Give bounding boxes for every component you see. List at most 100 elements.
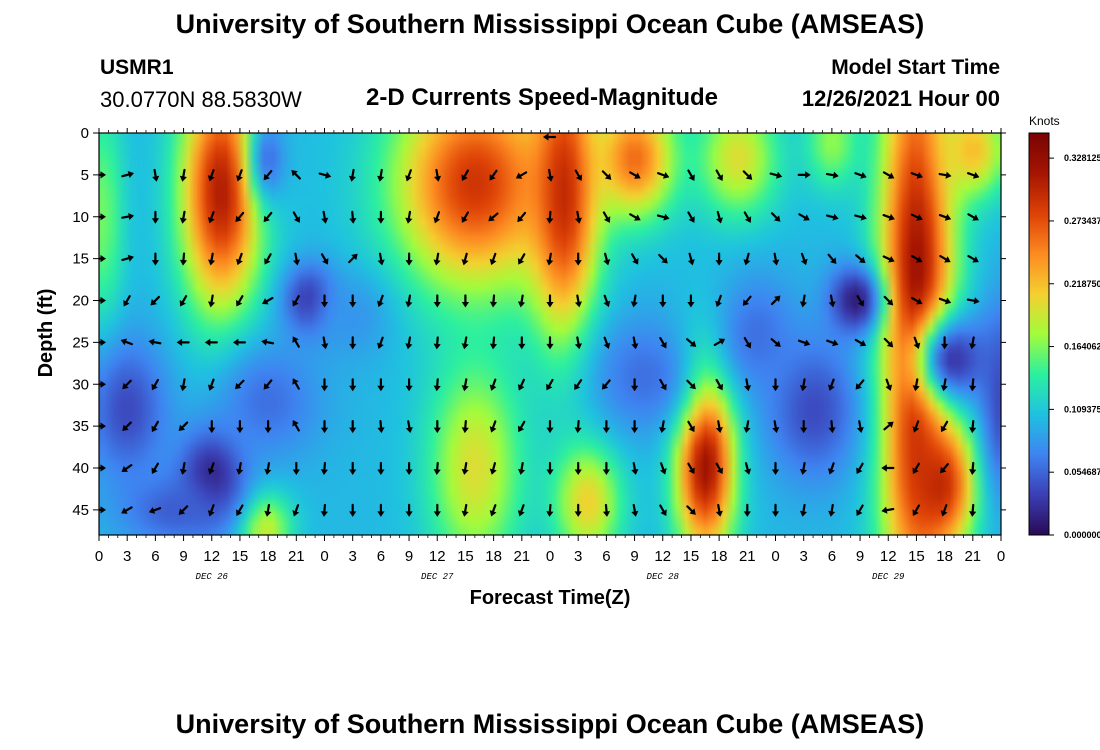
- current-arrow-head: [546, 469, 554, 475]
- colorbar-tick-label: 0.054687: [1064, 467, 1100, 477]
- current-arrow-head: [744, 216, 752, 223]
- current-arrow: [207, 252, 216, 266]
- current-arrow: [489, 294, 498, 308]
- current-arrow: [797, 339, 811, 347]
- x-tick-label: 15: [457, 548, 474, 565]
- current-arrow: [121, 212, 135, 221]
- current-arrow-head: [658, 426, 667, 433]
- current-arrow-head: [603, 342, 611, 349]
- current-arrow: [856, 504, 864, 516]
- current-arrow: [658, 253, 668, 264]
- current-arrow: [179, 461, 187, 475]
- current-arrow: [770, 212, 781, 222]
- current-arrow-head: [127, 254, 134, 262]
- current-arrow: [882, 255, 895, 263]
- current-arrow: [687, 294, 695, 308]
- current-arrow: [405, 503, 413, 517]
- current-arrow-head: [860, 172, 867, 179]
- current-arrow-head: [634, 172, 641, 179]
- current-arrow: [120, 338, 133, 346]
- current-arrow: [517, 461, 526, 475]
- current-arrow: [236, 504, 244, 516]
- current-arrow-head: [944, 297, 952, 305]
- current-arrow: [744, 462, 752, 475]
- current-arrow-head: [886, 299, 894, 306]
- current-arrow: [320, 461, 328, 475]
- current-arrow: [122, 421, 132, 432]
- colorbar-tick-label: 0.273437: [1064, 216, 1100, 226]
- current-arrow: [148, 338, 162, 346]
- current-arrow: [546, 336, 554, 350]
- current-arrow: [772, 252, 780, 266]
- current-arrow: [630, 253, 639, 265]
- current-arrow-head: [263, 383, 270, 390]
- current-arrow-head: [349, 302, 357, 308]
- current-arrow-head: [433, 343, 441, 350]
- current-arrow: [320, 294, 329, 308]
- current-arrow-head: [969, 385, 977, 392]
- current-arrow-head: [100, 171, 106, 179]
- current-arrow-head: [264, 258, 271, 265]
- x-tick-label: 0: [997, 548, 1005, 565]
- current-arrow: [743, 336, 752, 349]
- current-arrow: [772, 420, 780, 433]
- current-arrow-head: [744, 385, 752, 392]
- current-arrow-head: [262, 298, 269, 305]
- current-arrow: [770, 338, 781, 347]
- date-label: DEC 27: [421, 572, 454, 582]
- current-arrow: [940, 378, 948, 392]
- current-arrow-head: [179, 468, 187, 475]
- current-arrow-head: [236, 509, 243, 516]
- current-arrow: [631, 336, 639, 350]
- current-arrow-head: [774, 215, 781, 222]
- current-arrow: [99, 506, 106, 514]
- current-arrow: [659, 336, 667, 349]
- current-arrow: [657, 172, 670, 179]
- current-arrow-head: [602, 469, 611, 475]
- current-arrow: [433, 336, 441, 350]
- current-arrow: [207, 294, 216, 308]
- current-arrow: [292, 461, 300, 475]
- x-tick-label: 21: [288, 548, 305, 565]
- current-arrow: [264, 503, 272, 517]
- current-arrow: [770, 295, 781, 306]
- current-arrow-head: [574, 301, 583, 308]
- current-arrow: [236, 461, 244, 475]
- x-tick-label: 15: [232, 548, 249, 565]
- x-tick-label: 18: [711, 548, 728, 565]
- current-arrow: [828, 503, 836, 517]
- current-arrow: [826, 339, 839, 347]
- current-arrow: [236, 295, 244, 307]
- current-arrow: [910, 172, 923, 179]
- current-arrow: [99, 255, 106, 263]
- current-arrow: [799, 503, 807, 517]
- current-arrow: [179, 210, 187, 224]
- current-arrow-head: [518, 343, 526, 350]
- current-arrow: [207, 462, 215, 475]
- current-arrow-head: [264, 427, 272, 434]
- current-arrow: [176, 338, 190, 346]
- current-arrow: [489, 504, 497, 517]
- current-arrow-head: [405, 343, 413, 350]
- current-arrow: [489, 336, 498, 350]
- current-arrow-head: [489, 510, 497, 517]
- current-arrow-head: [433, 385, 441, 392]
- current-arrow: [797, 171, 811, 179]
- current-arrow: [461, 211, 469, 223]
- current-arrow: [488, 212, 499, 222]
- current-arrow: [602, 211, 611, 223]
- current-arrow-head: [377, 175, 385, 182]
- current-arrow-head: [832, 213, 839, 221]
- current-arrow-head: [122, 424, 129, 432]
- current-arrow: [348, 253, 358, 264]
- x-tick-label: 0: [771, 548, 779, 565]
- y-axis: 0 5 10 15 20 25 30 35 40 45: [72, 125, 1006, 519]
- current-arrow-head: [602, 427, 611, 434]
- current-arrow: [236, 169, 243, 182]
- current-arrow-head: [100, 296, 106, 305]
- current-arrow: [517, 378, 526, 391]
- current-arrow-head: [517, 215, 524, 223]
- current-arrow: [433, 503, 441, 517]
- current-arrow: [263, 169, 273, 181]
- current-arrow: [574, 461, 582, 475]
